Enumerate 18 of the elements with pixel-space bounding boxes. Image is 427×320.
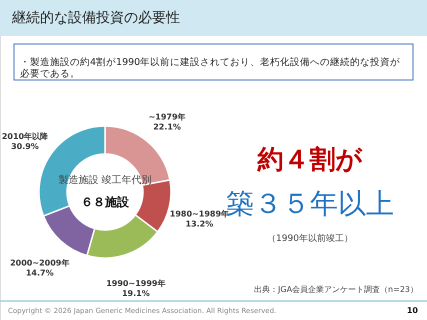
chart-subtitle: ・製造施設の約4割が1990年以前に建設されており、老朽化設備への継続的な投資が必要である。 [20, 56, 402, 80]
text: （1990年以前竣工） [267, 233, 353, 244]
data-label: 19.1% [122, 288, 150, 298]
text: 築３５年以上 [226, 187, 394, 220]
text: 製造施設 竣工年代別 [58, 174, 152, 186]
text: 10 [406, 306, 418, 315]
source-note: 出典：JGA会員企業アンケート調査（n=23） [254, 285, 418, 294]
slice-label: 2010年以降 [2, 132, 50, 142]
slice-label: ~1979年 [148, 112, 186, 122]
text: 約４割が [256, 145, 364, 175]
slice-label: 1990~1999年 [106, 278, 166, 288]
data-label: 22.1% [153, 122, 181, 132]
text: ６８施設 [81, 195, 130, 209]
chart-title: 継続的な設備投資の必要性 [11, 10, 180, 26]
slice-label: 2000~2009年 [10, 258, 70, 268]
data-label: 13.2% [186, 219, 214, 228]
data-label: 30.9% [11, 142, 39, 152]
data-label: 14.7% [26, 268, 54, 278]
